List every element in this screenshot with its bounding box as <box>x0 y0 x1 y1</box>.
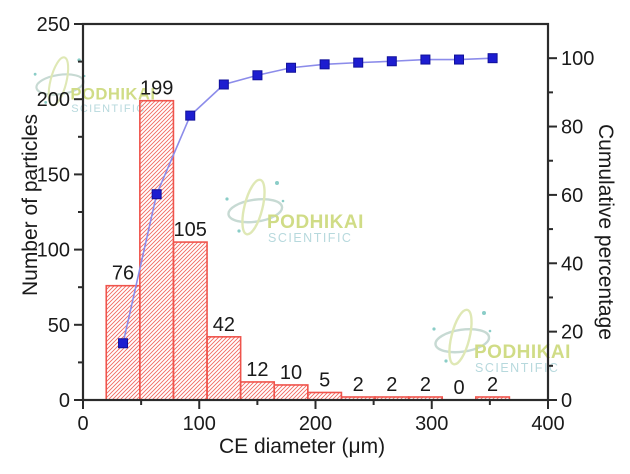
y-right-tick-label: 40 <box>561 253 583 275</box>
atom-spark-icon <box>33 72 37 76</box>
y-left-tick-label: 100 <box>37 240 70 262</box>
watermark-subtitle: SCIENTIFIC <box>475 361 559 375</box>
x-tick-label: 200 <box>299 413 332 435</box>
x-tick-label: 400 <box>531 413 564 435</box>
atom-orbit-icon <box>434 327 491 354</box>
atom-spark-icon <box>275 181 279 185</box>
bar-value-label: 5 <box>319 369 330 391</box>
bar-value-label: 2 <box>353 374 364 396</box>
histogram-bar <box>139 99 175 401</box>
atom-orbit-icon <box>227 197 284 224</box>
cumulative-marker <box>252 70 263 81</box>
cumulative-marker <box>118 338 129 349</box>
atom-orbit-icon <box>241 178 266 236</box>
y-right-tick-label: 80 <box>561 117 583 139</box>
atom-orbit-icon <box>47 56 70 107</box>
y-right-tick-label: 100 <box>561 48 594 70</box>
y-left-tick-label: 0 <box>59 390 70 412</box>
y-left-tick-label: 50 <box>48 315 70 337</box>
atom-orbit-icon <box>448 308 473 366</box>
cumulative-marker <box>151 189 162 200</box>
bar-value-label: 0 <box>453 377 464 399</box>
bar-value-label: 10 <box>280 362 302 384</box>
cumulative-marker <box>319 59 330 70</box>
cumulative-marker <box>353 57 364 68</box>
bar-value-label: 105 <box>174 219 207 241</box>
cumulative-marker <box>218 79 229 90</box>
bar-value-label: 2 <box>420 374 431 396</box>
y-right-tick-label: 20 <box>561 322 583 344</box>
cumulative-marker <box>286 62 297 73</box>
x-tick-label: 0 <box>77 413 88 435</box>
atom-spark-icon <box>488 329 492 333</box>
watermark-subtitle: SCIENTIFIC <box>71 103 145 115</box>
x-tick-label: 300 <box>415 413 448 435</box>
y-right-tick-label: 60 <box>561 185 583 207</box>
watermark-subtitle: SCIENTIFIC <box>268 231 352 245</box>
watermark-title: PODHIKAI <box>474 342 571 363</box>
y-left-tick-label: 250 <box>37 14 70 36</box>
y-left-axis-title: Number of particles <box>19 114 42 296</box>
bar-value-label: 42 <box>213 314 235 336</box>
y-right-tick-label: 0 <box>561 390 572 412</box>
cumulative-marker <box>185 110 196 121</box>
bar-value-label: 76 <box>112 263 134 285</box>
atom-spark-icon <box>444 359 448 363</box>
atom-spark-icon <box>225 197 229 201</box>
histogram-bar <box>206 336 242 401</box>
atom-spark-icon <box>281 199 285 203</box>
bar-value-label: 2 <box>487 374 498 396</box>
histogram-bar <box>239 381 276 401</box>
cumulative-marker <box>454 54 465 65</box>
y-right-axis-title: Cumulative percentage <box>594 124 617 340</box>
atom-spark-icon <box>432 327 436 331</box>
cumulative-marker <box>420 54 431 65</box>
y-left-tick-label: 200 <box>37 89 70 111</box>
y-left-tick-label: 150 <box>37 164 70 186</box>
x-tick-label: 100 <box>183 413 216 435</box>
histogram-bar <box>172 241 208 401</box>
bar-value-label: 199 <box>140 78 173 100</box>
cumulative-marker <box>386 56 397 67</box>
cumulative-line <box>122 57 493 344</box>
bar-value-label: 12 <box>246 359 268 381</box>
atom-spark-icon <box>237 229 241 233</box>
atom-spark-icon <box>482 311 486 315</box>
watermark-title: PODHIKAI <box>267 212 364 233</box>
bar-value-label: 2 <box>386 374 397 396</box>
cumulative-marker <box>487 53 498 64</box>
watermark-title: PODHIKAI <box>70 85 155 104</box>
histogram-bar <box>273 384 309 401</box>
histogram-bar <box>307 391 343 401</box>
x-axis-title: CE diameter (μm) <box>219 435 385 458</box>
atom-spark-icon <box>44 100 48 104</box>
